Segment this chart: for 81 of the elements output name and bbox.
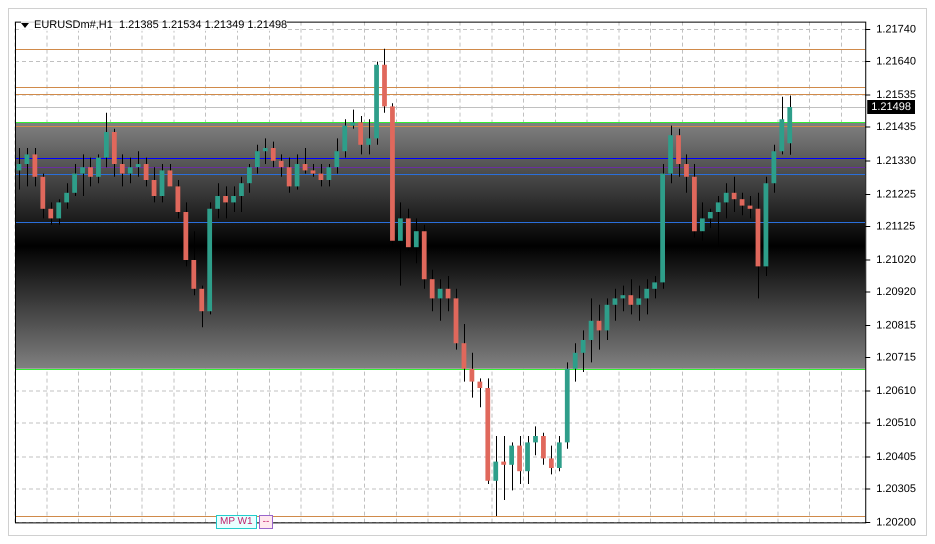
candlestick [24, 148, 30, 187]
y-tick-label: 1.21535 [876, 89, 916, 102]
candlestick [366, 118, 371, 155]
candlestick [72, 164, 77, 196]
candlestick [596, 304, 602, 350]
candlestick [231, 186, 236, 212]
candlestick [684, 154, 689, 194]
y-tick-label: 1.21740 [876, 24, 916, 36]
y-tick-label: 1.20405 [876, 450, 916, 463]
candlestick [548, 445, 554, 475]
candlestick [430, 269, 435, 312]
y-tick-label: 1.21435 [876, 121, 916, 134]
candlestick [247, 164, 252, 194]
candlestick [636, 285, 642, 322]
candlestick [64, 182, 70, 210]
y-tick-label: 1.21225 [876, 188, 916, 200]
candlestick [509, 442, 514, 491]
candlestick [652, 276, 658, 299]
candlestick [493, 436, 498, 516]
candlestick [302, 148, 308, 174]
candlestick [398, 202, 403, 286]
candlestick [88, 157, 93, 187]
candlestick [48, 202, 54, 226]
annotation: -- [258, 515, 274, 529]
candlestick [152, 166, 156, 203]
y-tick-label: 1.21330 [876, 154, 916, 167]
candlestick [239, 176, 244, 212]
candlestick [748, 196, 752, 219]
candlestick [56, 198, 62, 226]
candlestick [334, 138, 340, 174]
candlestick [708, 208, 713, 228]
y-tick-label: 1.20610 [876, 385, 916, 398]
candlestick [80, 154, 85, 196]
candlestick [700, 202, 705, 242]
candlestick [270, 141, 276, 168]
y-tick-label: 1.20815 [876, 320, 916, 332]
annotation: MP W1 [216, 515, 257, 529]
candlestick [120, 154, 125, 187]
chart-title: EURUSDm#,H1 1.21385 1.21534 1.21349 1.21498 [34, 19, 288, 31]
candlestick [326, 164, 332, 187]
y-tick-label: 1.20305 [876, 482, 916, 495]
candlestick [470, 352, 474, 398]
candlestick [254, 144, 260, 174]
candlestick [215, 182, 220, 219]
candlestick [612, 288, 618, 322]
candlestick [501, 436, 506, 500]
candlestick [620, 285, 626, 312]
candlestick [144, 157, 148, 187]
candlestick [128, 157, 133, 184]
candlestick [310, 164, 316, 178]
candlestick [414, 218, 419, 264]
candlestick [358, 116, 364, 155]
candlestick [223, 186, 228, 219]
candlestick [286, 157, 292, 194]
candlestick [732, 176, 737, 212]
candlestick [644, 278, 650, 315]
candlestick [477, 378, 482, 408]
candlestick [32, 148, 38, 187]
y-tick-label: 1.21640 [876, 56, 916, 68]
y-tick-label: 1.21125 [876, 220, 916, 232]
candlestick [199, 285, 204, 328]
ref-line-label: 1.21498 [871, 101, 912, 114]
candlestick [294, 154, 300, 190]
candlestick [588, 298, 594, 363]
candlestick [628, 278, 634, 315]
candlestick [318, 164, 324, 187]
y-tick-label: 1.20510 [876, 417, 916, 430]
candlestick [533, 426, 538, 456]
y-tick-label: 1.20715 [876, 352, 916, 364]
candlestick [580, 330, 586, 372]
candlestick [541, 432, 546, 466]
candlestick [438, 278, 443, 322]
candlestick [446, 276, 450, 312]
candlestick [168, 164, 172, 187]
candlestick [96, 154, 101, 184]
candlestick [572, 342, 578, 382]
y-tick-label: 1.20920 [876, 286, 916, 298]
candlestick [740, 192, 744, 216]
y-tick-label: 1.21020 [876, 254, 916, 266]
candlestick [724, 182, 729, 219]
y-tick-label: 1.20200 [876, 516, 916, 528]
